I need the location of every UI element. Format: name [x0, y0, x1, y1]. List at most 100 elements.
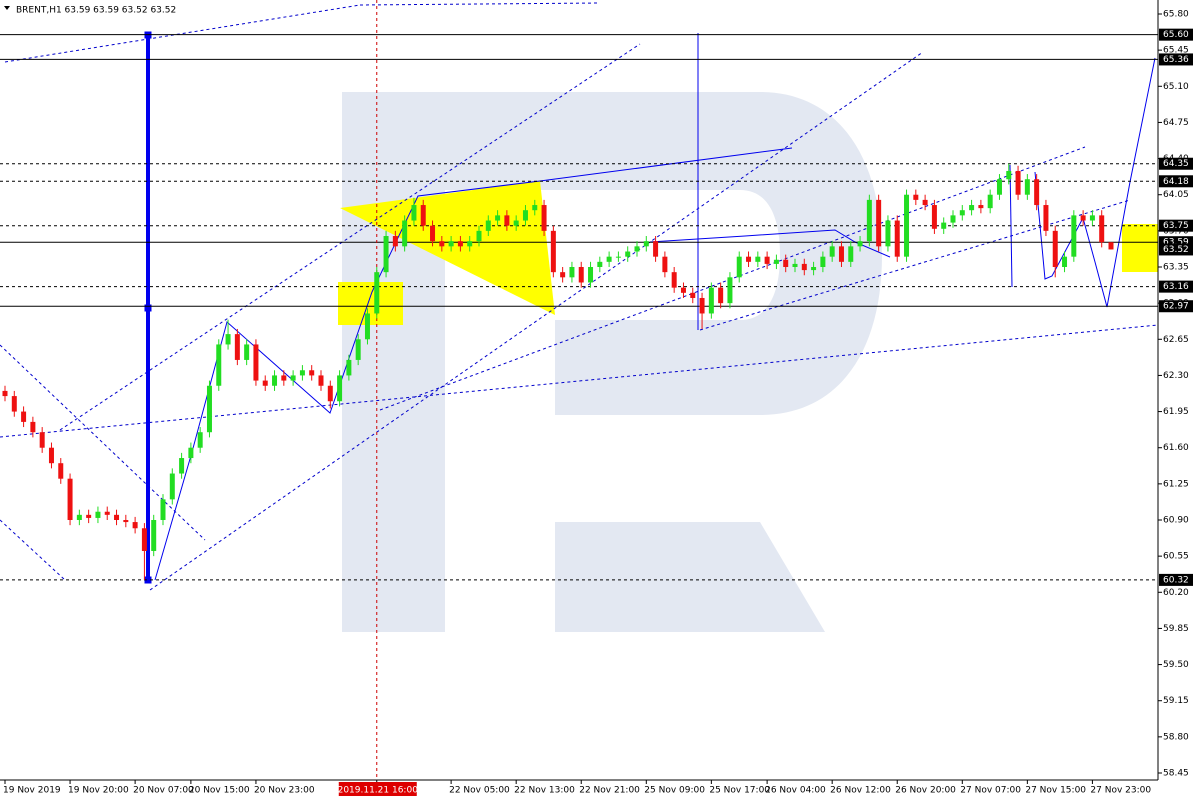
- candle-body: [364, 313, 370, 340]
- channel-line: [0, 519, 66, 581]
- candle-body: [1089, 215, 1095, 221]
- x-tick-label: 19 Nov 2019: [3, 786, 61, 796]
- candle-body: [671, 272, 677, 288]
- candle-body: [439, 241, 445, 247]
- candle-body: [625, 251, 631, 257]
- candle-body: [188, 447, 194, 459]
- candle-body: [104, 511, 110, 515]
- candle-body: [987, 194, 993, 209]
- candle-body: [764, 256, 770, 264]
- candle-body: [876, 199, 882, 247]
- candle-body: [829, 246, 835, 257]
- candle-body: [402, 220, 408, 247]
- x-tick-label: 27 Nov 23:00: [1090, 786, 1151, 796]
- candle-body: [216, 344, 222, 386]
- candle-body: [699, 297, 705, 314]
- y-tick-label: 60.90: [1163, 516, 1189, 526]
- candle-body: [922, 199, 928, 206]
- candle-body: [114, 514, 120, 520]
- candle-body: [337, 375, 343, 402]
- y-tick-label: 59.50: [1163, 660, 1189, 670]
- candle-body: [151, 520, 157, 551]
- candle-body: [39, 432, 45, 448]
- candle-body: [485, 220, 491, 231]
- channel-lines: [0, 2, 1159, 591]
- channel-line: [149, 51, 924, 591]
- candle-body: [773, 259, 779, 264]
- y-tick-label: 65.10: [1163, 82, 1189, 92]
- candle-body: [430, 225, 436, 242]
- level-label-box: [1159, 243, 1193, 256]
- candle-body: [244, 344, 250, 360]
- candle-body: [588, 267, 594, 283]
- candle-body: [820, 256, 826, 267]
- level-label-box: [1159, 53, 1193, 66]
- candle-body: [755, 256, 761, 262]
- candle-body: [290, 375, 296, 381]
- level-label: 63.75: [1163, 221, 1189, 231]
- candle-body: [615, 256, 621, 258]
- candle-body: [234, 334, 240, 360]
- y-tick-label: 58.45: [1163, 769, 1189, 779]
- x-tick-label: 27 Nov 07:00: [960, 786, 1021, 796]
- candle-body: [457, 241, 463, 247]
- x-tick-label: 19 Nov 20:00: [68, 786, 129, 796]
- candle-body: [141, 528, 147, 551]
- candle-body: [346, 359, 352, 376]
- wave-line: [154, 147, 793, 581]
- candle-body: [76, 514, 82, 520]
- candle-body: [792, 263, 798, 267]
- candle-body: [969, 205, 975, 211]
- candle-body: [299, 370, 305, 376]
- candle-body: [560, 272, 566, 278]
- candle-body: [941, 222, 947, 229]
- candle-body: [67, 478, 73, 520]
- analysis-shapes: [338, 181, 1158, 325]
- candle-body: [541, 205, 547, 231]
- y-tick-label: 65.80: [1163, 10, 1189, 20]
- candle-body: [606, 256, 612, 262]
- candle-body: [653, 241, 659, 257]
- x-tick-label: 20 Nov 23:00: [254, 786, 315, 796]
- candle-body: [225, 334, 231, 345]
- candle-body: [736, 256, 742, 278]
- x-tick-label: 26 Nov 12:00: [830, 786, 891, 796]
- wave-point: [144, 304, 152, 312]
- candle-body: [950, 215, 956, 223]
- candle-body: [662, 256, 668, 273]
- y-tick-label: 64.05: [1163, 190, 1189, 200]
- candle-body: [746, 256, 752, 262]
- candle-body: [448, 241, 454, 247]
- candle-body: [160, 499, 166, 520]
- y-tick-label: 61.60: [1163, 443, 1189, 453]
- candle-body: [1015, 170, 1021, 195]
- x-tick-label: 22 Nov 13:00: [514, 786, 575, 796]
- candle-body: [885, 220, 891, 247]
- candle-body: [95, 511, 101, 518]
- level-label: 65.36: [1163, 55, 1189, 65]
- level-label-box: [1159, 157, 1193, 170]
- level-label: 64.18: [1163, 177, 1189, 187]
- candle-body: [838, 246, 844, 262]
- candle-body: [569, 267, 575, 278]
- candle-body: [1099, 215, 1105, 243]
- candle-body: [58, 463, 64, 479]
- watermark-stem: [342, 92, 445, 632]
- highlight-label: 2019.11.21 16:00: [338, 786, 419, 796]
- watermark: [342, 92, 882, 632]
- yellow-triangle: [340, 181, 555, 315]
- level-label: 60.32: [1163, 575, 1189, 585]
- candle-body: [327, 385, 333, 402]
- candle-body: [978, 205, 984, 209]
- level-label: 63.16: [1163, 282, 1189, 292]
- candle-body: [801, 263, 807, 271]
- y-tick-label: 60.20: [1163, 588, 1189, 598]
- candle-body: [857, 241, 863, 247]
- wave-line: [649, 229, 891, 258]
- x-tick-label: 25 Nov 09:00: [644, 786, 705, 796]
- y-tick-label: 59.15: [1163, 696, 1189, 706]
- highlight-box: [338, 782, 417, 796]
- y-tick-label: 65.45: [1163, 46, 1189, 56]
- candle-body: [1034, 179, 1040, 206]
